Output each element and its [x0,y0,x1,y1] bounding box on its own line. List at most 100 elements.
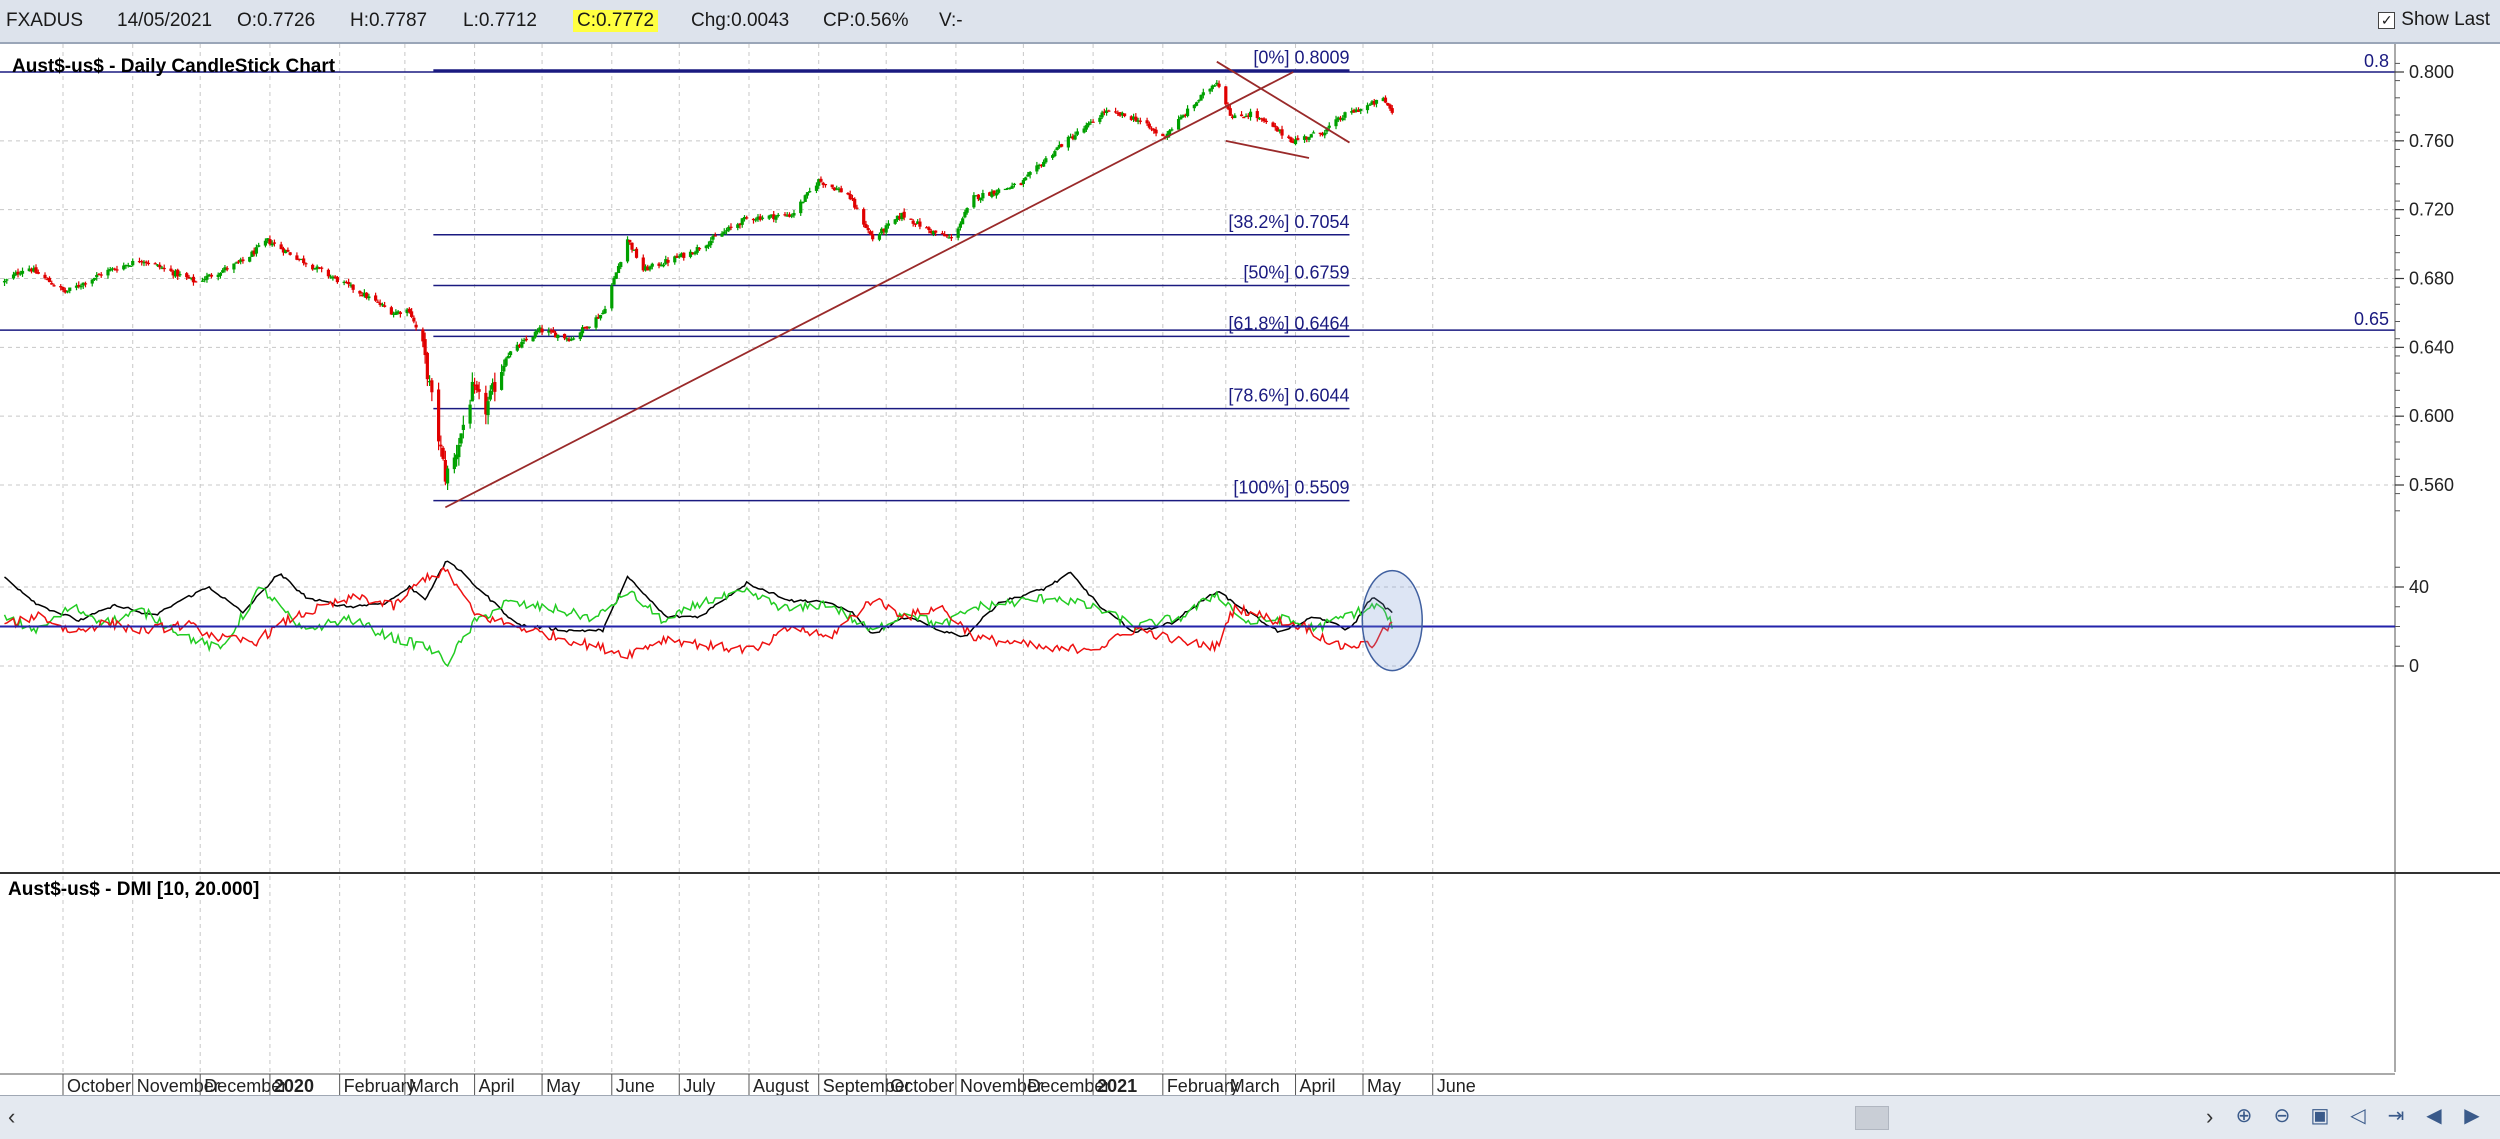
candle [189,277,193,281]
candle-body [331,277,335,279]
scroll-right-arrow[interactable]: › [2206,1104,2214,1129]
candle [65,290,70,294]
candle [540,325,544,335]
end-icon[interactable]: ⇥ [2387,1105,2405,1127]
candle [236,259,241,264]
candle-body [1170,129,1174,131]
candle [1359,108,1363,115]
candle-body [785,215,789,217]
candle [472,377,477,394]
candle [1320,131,1325,137]
candle-body [1006,187,1010,190]
candle [18,270,22,276]
candle-body [1147,123,1151,128]
candle-body [1289,137,1293,143]
candle-body [877,234,882,240]
candle-body [940,233,945,235]
candle [367,293,371,301]
date-label: 14/05/2021 [117,10,213,31]
candle-body [14,272,18,276]
candle-body [596,316,600,319]
candle-body [407,308,411,313]
candle [454,444,459,467]
candle-body [439,444,443,447]
fibonacci-retracement[interactable]: [0%] 0.8009 [38.2%] 0.7054 [50%] 0.6759 [61… [433,47,1350,502]
candle [758,213,762,222]
candle [713,232,717,237]
candle [634,247,639,259]
highlight-circle[interactable] [1361,569,1423,672]
candle [1053,149,1057,158]
candle [790,213,794,219]
scroll-back-icon[interactable]: ◁ [2350,1105,2366,1127]
prev-icon[interactable]: ◀ [2426,1105,2442,1127]
candle [808,187,812,193]
candle [531,336,535,342]
candle [927,226,931,234]
candle-body [315,266,319,270]
save-icon[interactable]: ▣ [2310,1105,2330,1127]
dmi-tick-label: 0 [2409,656,2419,676]
candle-body [805,192,810,196]
trendline-2[interactable] [1225,139,1310,159]
candle-body [1390,108,1394,113]
month-label: December [204,1076,287,1095]
candle-body [1107,110,1111,112]
candle [1176,115,1181,130]
candle [1003,188,1007,191]
candle [203,276,207,283]
candle [158,262,162,270]
volume-value: V:- [939,10,963,31]
chart-area[interactable]: 0.8 0.65 [0%] 0.8009 [38.2%] 0.7054 [50%] 0… [0,44,2500,1095]
candle [1116,110,1120,117]
candle-body [1100,112,1104,118]
trendlines[interactable] [444,60,1350,509]
zoom-in-icon[interactable]: ⊕ [2235,1105,2253,1127]
candle [502,359,506,376]
candle [801,201,805,204]
candle-body [900,212,904,220]
show-last-toggle[interactable]: ✓ Show Last [2378,9,2490,31]
candle-body [477,389,481,392]
trendline-0[interactable] [444,71,1294,509]
trendline-1[interactable] [1216,60,1350,144]
candle-body [720,233,724,237]
candle [1311,130,1316,134]
candle-body [410,311,414,317]
candle-body [601,312,605,315]
scroll-left-arrow[interactable]: ‹ [8,1104,16,1129]
horizontal-lines: 0.8 0.65 [0,51,2395,331]
candle [913,223,918,228]
candle-body [153,263,157,265]
candle-body [808,191,812,193]
zoom-out-icon[interactable]: ⊖ [2273,1105,2291,1127]
show-last-checkbox[interactable]: ✓ [2378,11,2396,29]
candle-body [1309,134,1313,138]
candle [551,327,555,333]
candle-body [288,252,292,255]
candle [1028,171,1032,179]
candle-body [389,307,393,315]
candle [358,290,362,297]
candle-body [713,235,717,237]
candle [706,241,711,250]
next-icon[interactable]: ▶ [2464,1105,2480,1127]
candle [898,212,902,221]
candle [374,292,378,302]
candle-body [457,444,461,458]
candle [835,185,839,191]
candle [52,283,56,287]
candle [268,235,272,246]
candle [248,256,252,263]
candle [349,282,353,288]
candle [1120,111,1124,119]
candle [520,338,524,349]
candle-body [1194,102,1199,106]
candle-body [502,365,506,372]
candle-body [1260,118,1264,120]
candle-body [909,218,913,220]
scroll-thumb[interactable] [1855,1106,1889,1130]
candle-body [648,266,652,270]
candle [972,192,976,209]
candle-body [837,188,841,191]
